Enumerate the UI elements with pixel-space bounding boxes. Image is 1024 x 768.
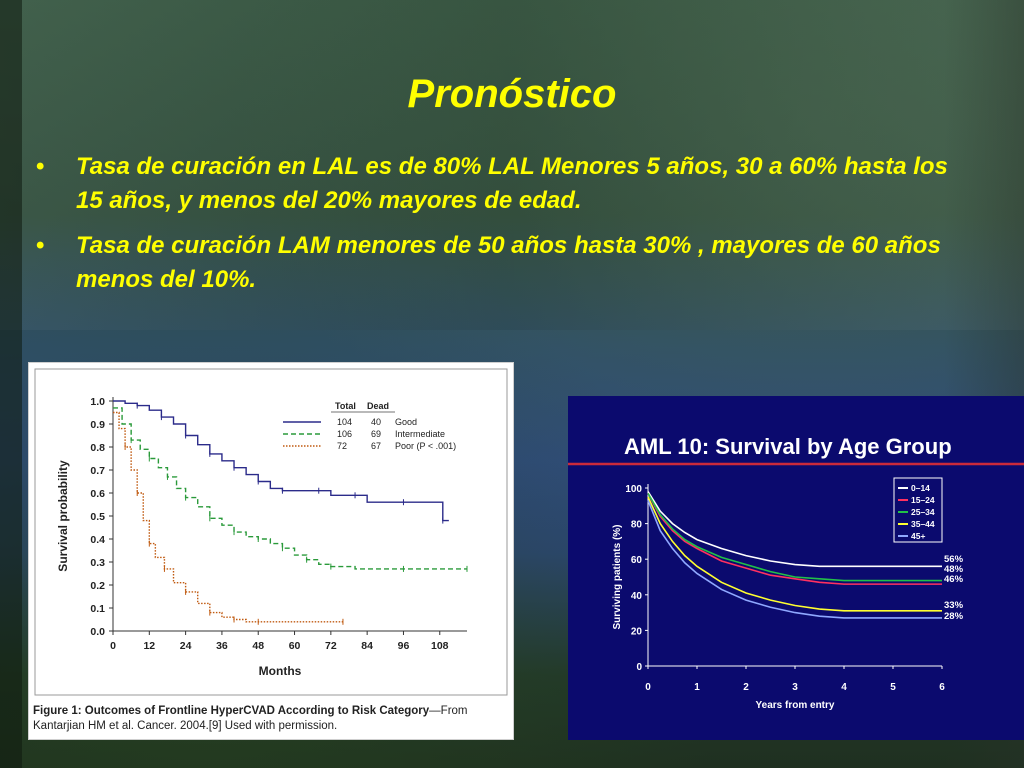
hypercvad-survival-chart: 0.0 0.1 0.2 0.3 0.4 0.5 0.6 0.7 0.8 0.9 1.0 0 12 24 36… bbox=[34, 368, 508, 696]
legend-total: 104 bbox=[337, 417, 352, 427]
legend-label: Intermediate bbox=[395, 429, 445, 439]
y-tick-label: 20 bbox=[631, 626, 643, 637]
figure-caption: Figure 1: Outcomes of Frontline HyperCVA… bbox=[33, 704, 509, 734]
bullet-glyph: • bbox=[36, 153, 45, 180]
bullet-text: Tasa de curación LAM menores de 50 años … bbox=[76, 232, 941, 293]
y-tick-label: 0 bbox=[636, 662, 642, 673]
figure-caption-rest: —From Kantarjian HM et al. Cancer. 2004.… bbox=[33, 705, 468, 732]
background-edge-left bbox=[0, 0, 22, 768]
x-tick-label: 6 bbox=[939, 682, 945, 693]
y-axis-title: Survival probability bbox=[56, 460, 70, 572]
y-tick-label: 60 bbox=[631, 555, 643, 566]
bullet-list: • Tasa de curación en LAL es de 80% LAL M… bbox=[30, 150, 980, 308]
aml10-survival-chart: AML 10: Survival by Age Group02040608010… bbox=[568, 434, 1024, 711]
bullet-item: • Tasa de curación LAM menores de 50 años… bbox=[30, 229, 980, 297]
y-tick-label: 0.6 bbox=[90, 488, 105, 500]
x-axis-title: Years from entry bbox=[756, 700, 835, 711]
y-tick-label: 0.5 bbox=[90, 511, 105, 523]
km-curve-poor bbox=[113, 411, 343, 623]
y-tick-label: 100 bbox=[625, 484, 642, 495]
figure-inner-border bbox=[34, 368, 508, 696]
legend-label: 0–14 bbox=[911, 483, 930, 493]
legend-label: Poor (P < .001) bbox=[395, 441, 456, 451]
end-value-label: 46% bbox=[944, 574, 964, 585]
legend-dead: 69 bbox=[371, 429, 381, 439]
y-tick-label: 0.2 bbox=[90, 580, 105, 592]
y-tick-label: 0.9 bbox=[90, 419, 105, 431]
figure-caption-bold: Figure 1: Outcomes of Frontline HyperCVA… bbox=[33, 705, 430, 717]
survival-curve-0–14 bbox=[647, 491, 942, 568]
x-tick-label: 36 bbox=[216, 640, 228, 652]
bullet-text: Tasa de curación en LAL es de 80% LAL Me… bbox=[76, 153, 948, 214]
slide-title: Pronóstico bbox=[407, 72, 617, 116]
end-value-label: 56% bbox=[944, 554, 964, 565]
legend-label: 15–24 bbox=[911, 495, 935, 505]
bullet-glyph: • bbox=[36, 232, 45, 259]
hypercvad-survival-figure: 0.0 0.1 0.2 0.3 0.4 0.5 0.6 0.7 0.8 0.9 1.0 0 12 24 36… bbox=[28, 362, 514, 740]
end-value-label: 33% bbox=[944, 600, 964, 611]
survival-curve-15–24 bbox=[647, 492, 942, 585]
legend-label: Good bbox=[395, 417, 417, 427]
end-value-label: 48% bbox=[944, 564, 964, 575]
legend-label: 45+ bbox=[911, 531, 925, 541]
km-curve-intermediate bbox=[113, 407, 467, 570]
legend-total: 106 bbox=[337, 429, 352, 439]
aml10-survival-figure: AML 10: Survival by Age Group 0 20 40 60 80 10… bbox=[568, 396, 1024, 740]
x-tick-label: 96 bbox=[398, 640, 410, 652]
y-tick-label: 0.4 bbox=[90, 534, 105, 546]
legend-dead: 40 bbox=[371, 417, 381, 427]
y-tick-label: 1.0 bbox=[90, 396, 105, 408]
x-tick-label: 0 bbox=[645, 682, 651, 693]
chart-title: AML 10: Survival by Age Group bbox=[624, 434, 952, 459]
survival-curve-45+ bbox=[647, 500, 942, 619]
x-tick-label: 12 bbox=[143, 640, 155, 652]
x-tick-label: 72 bbox=[325, 640, 337, 652]
x-tick-label: 5 bbox=[890, 682, 896, 693]
x-tick-label: 2 bbox=[743, 682, 749, 693]
background-band bbox=[0, 0, 1024, 330]
end-value-label: 28% bbox=[944, 611, 964, 622]
y-tick-label: 0.8 bbox=[90, 442, 105, 454]
legend-dead: 67 bbox=[371, 441, 381, 451]
x-tick-label: 4 bbox=[841, 682, 847, 693]
legend-label: 25–34 bbox=[911, 507, 935, 517]
legend-total: 72 bbox=[337, 441, 347, 451]
x-tick-label: 0 bbox=[110, 640, 116, 652]
legend-box bbox=[893, 477, 943, 543]
survival-curve-25–34 bbox=[647, 492, 942, 582]
y-tick-label: 0.3 bbox=[90, 557, 105, 569]
x-tick-label: 1 bbox=[694, 682, 700, 693]
y-tick-label: 80 bbox=[631, 520, 643, 531]
x-tick-label: 24 bbox=[180, 640, 192, 652]
legend-header-total: Total bbox=[335, 401, 356, 411]
legend-label: 35–44 bbox=[911, 519, 935, 529]
bullet-item: • Tasa de curación en LAL es de 80% LAL M… bbox=[30, 150, 980, 218]
y-tick-label: 0.7 bbox=[90, 465, 105, 477]
y-tick-label: 40 bbox=[631, 591, 643, 602]
survival-curve-35–44 bbox=[647, 496, 942, 612]
x-axis-title: Months bbox=[259, 664, 302, 678]
x-tick-label: 60 bbox=[289, 640, 301, 652]
y-tick-label: 0.0 bbox=[90, 626, 105, 638]
x-tick-label: 108 bbox=[431, 640, 449, 652]
x-tick-label: 48 bbox=[252, 640, 264, 652]
y-axis-title: Surviving patients (%) bbox=[612, 524, 623, 629]
legend-header-dead: Dead bbox=[367, 401, 389, 411]
x-tick-label: 3 bbox=[792, 682, 798, 693]
y-tick-label: 0.1 bbox=[90, 603, 105, 615]
x-tick-label: 84 bbox=[361, 640, 373, 652]
